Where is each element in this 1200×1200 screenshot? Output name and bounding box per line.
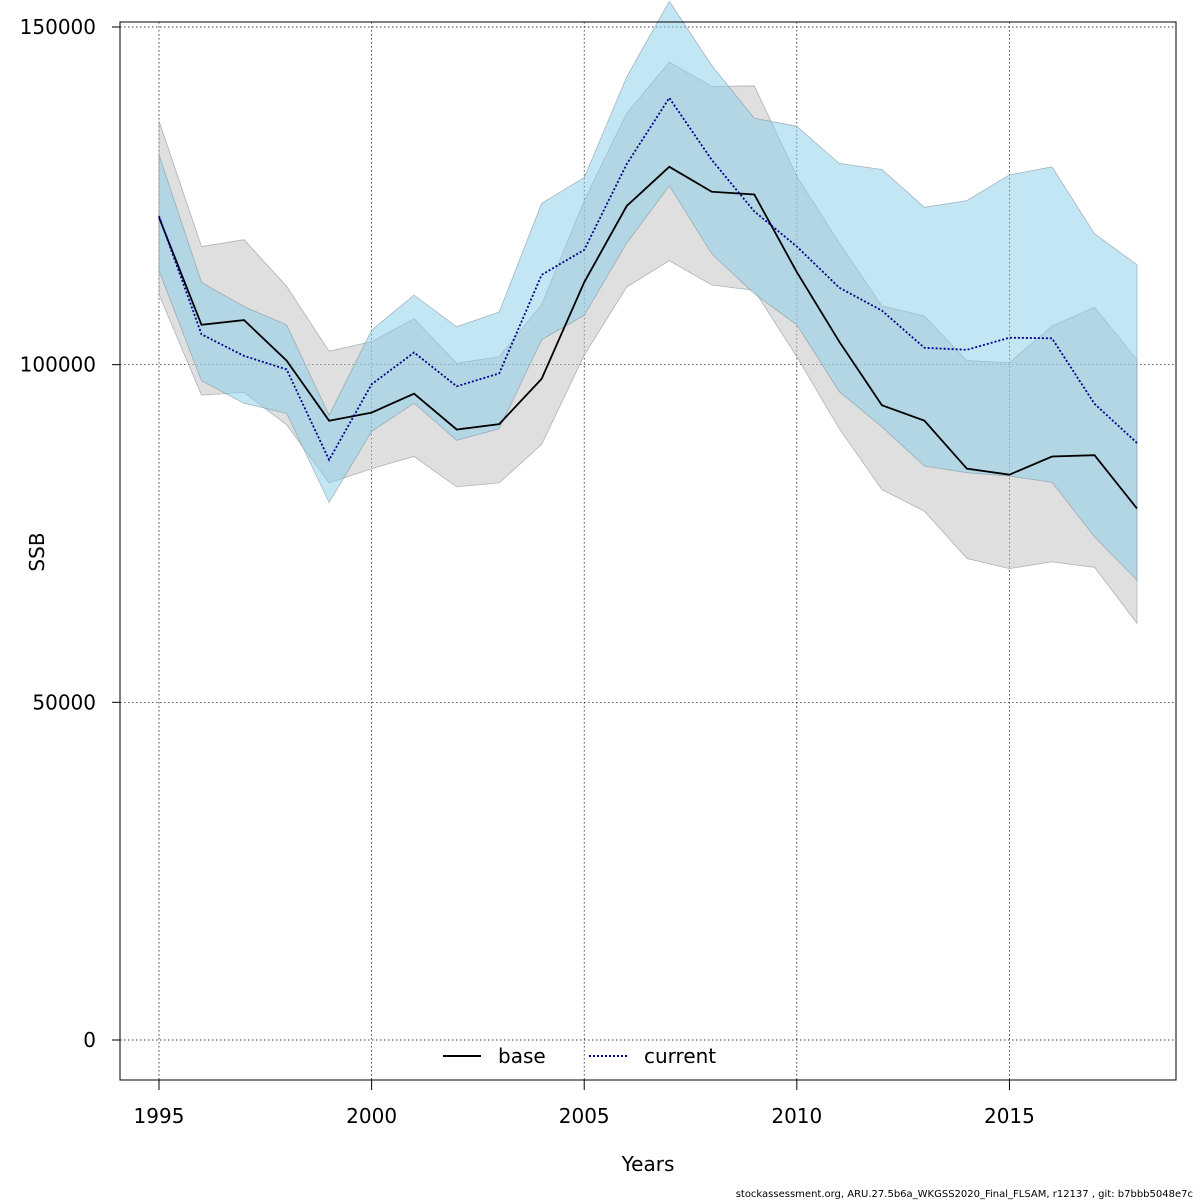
y-tick-label: 50000 — [32, 690, 96, 714]
x-tick-label: 2000 — [346, 1104, 397, 1128]
x-tick-label: 2005 — [559, 1104, 610, 1128]
axes: 1995 2000 2005 2010 2015 0 50000 100000 150000 — [20, 15, 1035, 1128]
series-lines — [158, 96, 1138, 510]
y-axis-label: SSB — [25, 532, 49, 571]
x-tick-label: 2010 — [771, 1104, 822, 1128]
y-tick-label: 100000 — [20, 353, 96, 377]
line-base — [158, 165, 1138, 510]
legend-label-base: base — [498, 1044, 546, 1068]
x-axis-label: Years — [621, 1152, 675, 1176]
band-current — [158, 0, 1138, 582]
x-tick-label: 2015 — [984, 1104, 1035, 1128]
y-tick-label: 0 — [83, 1028, 96, 1052]
legend: base current — [443, 1044, 716, 1068]
legend-label-current: current — [644, 1044, 716, 1068]
confidence-bands — [158, 0, 1138, 625]
line-current — [158, 96, 1138, 462]
x-tick-label: 1995 — [134, 1104, 185, 1128]
y-tick-label: 150000 — [20, 15, 96, 39]
source-footer: stockassessment.org, ARU.27.5b6a_WKGSS20… — [736, 1189, 1193, 1200]
